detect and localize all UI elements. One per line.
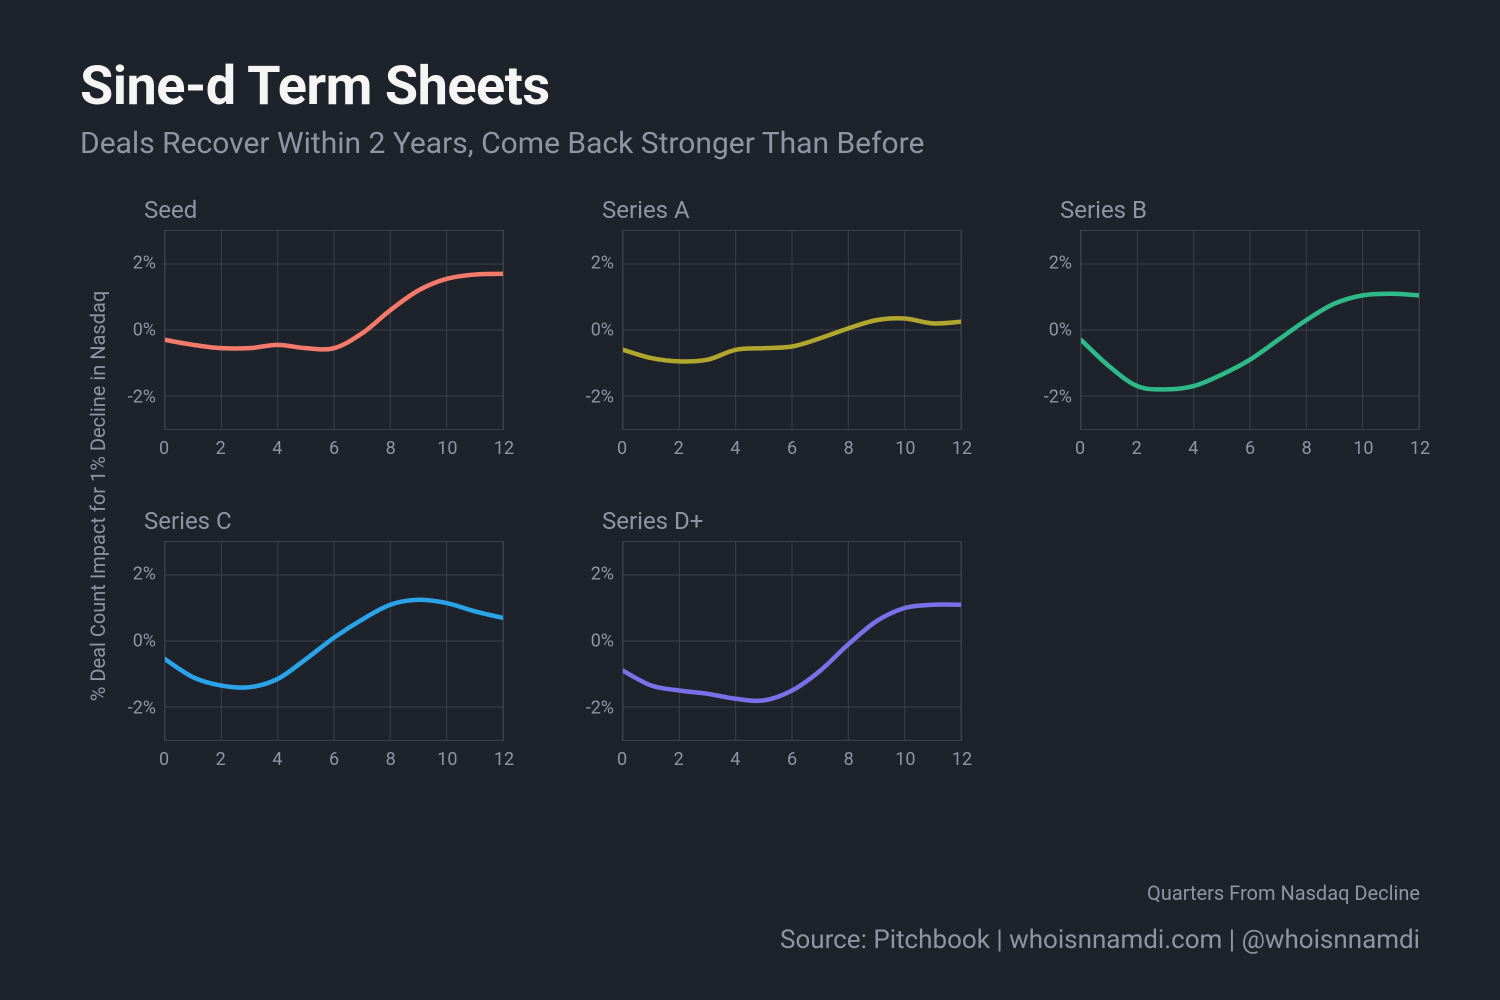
- x-tick-label: 12: [1410, 438, 1430, 459]
- panels-grid: Seed 2% 0% -2% 0 2 4 6 8 10 12 Series A 2% 0% -2% 0 2 4 6 8…: [116, 196, 1420, 773]
- x-tick-label: 10: [895, 749, 915, 770]
- y-tick-label: 0%: [133, 320, 156, 341]
- x-tick-label: 4: [272, 438, 282, 459]
- x-tick-label: 0: [1075, 438, 1085, 459]
- x-tick-label: 10: [1353, 438, 1373, 459]
- x-tick-label: 12: [494, 749, 514, 770]
- x-ticks: 024681012: [622, 749, 962, 773]
- x-ticks: 024681012: [164, 749, 504, 773]
- panel-title: Seed: [144, 196, 504, 224]
- x-tick-label: 10: [895, 438, 915, 459]
- y-tick-label: 0%: [133, 631, 156, 652]
- y-ticks: 2% 0% -2%: [1032, 230, 1080, 430]
- y-tick-label: -2%: [128, 697, 156, 718]
- x-tick-label: 10: [437, 749, 457, 770]
- x-tick-label: 2: [674, 749, 684, 770]
- y-tick-label: 2%: [591, 253, 614, 274]
- y-tick-label: -2%: [1044, 386, 1072, 407]
- x-ticks: 024681012: [1080, 438, 1420, 462]
- x-tick-label: 0: [617, 749, 627, 770]
- x-tick-label: 6: [787, 749, 797, 770]
- y-ticks: 2% 0% -2%: [574, 541, 622, 741]
- x-tick-label: 12: [952, 438, 972, 459]
- panel-seed: Seed2%0%-2%024681012: [116, 196, 504, 462]
- x-tick-label: 4: [272, 749, 282, 770]
- x-tick-label: 10: [437, 438, 457, 459]
- x-tick-label: 8: [386, 438, 396, 459]
- chart-subtitle: Deals Recover Within 2 Years, Come Back …: [80, 126, 1420, 161]
- y-tick-label: 0%: [591, 631, 614, 652]
- x-tick-label: 2: [1132, 438, 1142, 459]
- x-tick-label: 8: [844, 749, 854, 770]
- panel-series-d-: Series D+2%0%-2%024681012: [574, 507, 962, 773]
- x-tick-label: 4: [730, 438, 740, 459]
- y-tick-label: 2%: [133, 253, 156, 274]
- x-tick-label: 8: [1302, 438, 1312, 459]
- x-tick-label: 6: [329, 749, 339, 770]
- x-tick-label: 12: [952, 749, 972, 770]
- y-tick-label: 2%: [1049, 253, 1072, 274]
- x-tick-label: 4: [1188, 438, 1198, 459]
- x-tick-label: 6: [1245, 438, 1255, 459]
- x-tick-label: 0: [617, 438, 627, 459]
- x-tick-label: 0: [159, 438, 169, 459]
- source-credit: Source: Pitchbook | whoisnnamdi.com | @w…: [780, 925, 1420, 955]
- y-tick-label: 0%: [1049, 320, 1072, 341]
- panel-title: Series D+: [602, 507, 962, 535]
- y-tick-label: -2%: [128, 386, 156, 407]
- panel-series-a: Series A2%0%-2%024681012: [574, 196, 962, 462]
- y-ticks: 2% 0% -2%: [574, 230, 622, 430]
- y-tick-label: -2%: [586, 697, 614, 718]
- x-tick-label: 2: [674, 438, 684, 459]
- x-axis-label: Quarters From Nasdaq Decline: [1147, 881, 1420, 905]
- plot-area: [622, 541, 962, 741]
- x-tick-label: 6: [787, 438, 797, 459]
- plot-area: [1080, 230, 1420, 430]
- panel-title: Series B: [1060, 196, 1420, 224]
- y-tick-label: 2%: [133, 564, 156, 585]
- panel-series-c: Series C2%0%-2%024681012: [116, 507, 504, 773]
- y-axis-label: % Deal Count Impact for 1% Decline in Na…: [86, 291, 110, 701]
- x-tick-label: 12: [494, 438, 514, 459]
- x-ticks: 024681012: [164, 438, 504, 462]
- panel-series-b: Series B2%0%-2%024681012: [1032, 196, 1420, 462]
- panel-title: Series A: [602, 196, 962, 224]
- plot-area: [622, 230, 962, 430]
- y-tick-label: 2%: [591, 564, 614, 585]
- x-tick-label: 0: [159, 749, 169, 770]
- x-tick-label: 4: [730, 749, 740, 770]
- x-tick-label: 2: [216, 438, 226, 459]
- x-tick-label: 2: [216, 749, 226, 770]
- y-tick-label: 0%: [591, 320, 614, 341]
- y-ticks: 2% 0% -2%: [116, 541, 164, 741]
- plot-area: [164, 541, 504, 741]
- x-tick-label: 8: [844, 438, 854, 459]
- panel-title: Series C: [144, 507, 504, 535]
- x-tick-label: 8: [386, 749, 396, 770]
- x-ticks: 024681012: [622, 438, 962, 462]
- plot-area: [164, 230, 504, 430]
- chart-title: Sine-d Term Sheets: [80, 55, 1420, 118]
- x-tick-label: 6: [329, 438, 339, 459]
- y-ticks: 2% 0% -2%: [116, 230, 164, 430]
- y-tick-label: -2%: [586, 386, 614, 407]
